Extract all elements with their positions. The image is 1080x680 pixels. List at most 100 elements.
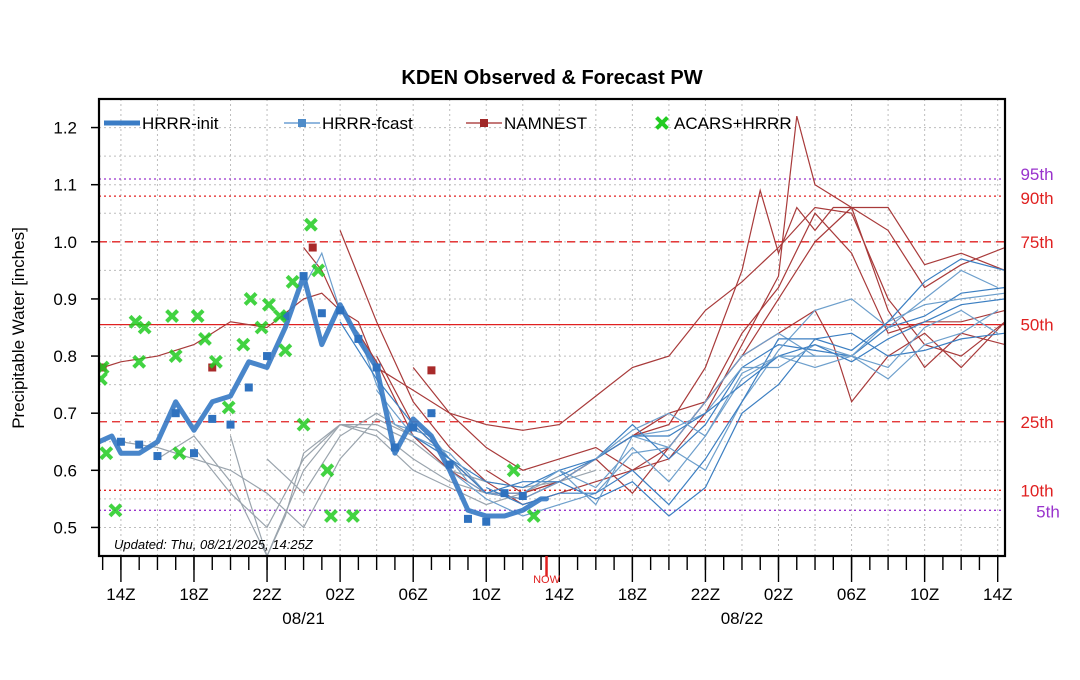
grid-lines bbox=[99, 99, 1005, 556]
hrrr-fcast-line bbox=[559, 298, 1005, 477]
acars-point bbox=[254, 320, 269, 335]
hrrr-fcast-point bbox=[427, 409, 436, 418]
acars-stroke bbox=[311, 263, 326, 278]
acars-stroke bbox=[99, 360, 110, 374]
acars-point bbox=[172, 446, 187, 461]
hrrr-fcast-point bbox=[445, 460, 454, 469]
x-tick-label: 14Z bbox=[106, 585, 135, 604]
acars-point bbox=[168, 349, 183, 363]
acars-stroke bbox=[168, 349, 183, 363]
x-tick-label: 06Z bbox=[837, 585, 866, 604]
y-tick-label: 0.9 bbox=[53, 290, 77, 309]
hrrr-fcast-point bbox=[500, 489, 509, 498]
acars-stroke bbox=[172, 446, 187, 461]
acars-stroke bbox=[132, 354, 147, 369]
legend: HRRR-init HRRR-fcast NAMNEST ACARS+HRRR bbox=[104, 114, 792, 133]
acars-stroke bbox=[99, 446, 114, 461]
hrrr-fcast-point bbox=[263, 352, 272, 361]
older-run-lines bbox=[120, 412, 596, 556]
hrrr-fcast-line bbox=[485, 258, 1005, 506]
percentile-label-50th: 50th bbox=[1020, 316, 1053, 335]
hrrr-init-line bbox=[99, 273, 549, 519]
acars-stroke bbox=[165, 309, 179, 323]
acars-point bbox=[272, 309, 287, 323]
hrrr-fcast-point bbox=[372, 363, 381, 372]
acars-point bbox=[324, 509, 338, 523]
markers bbox=[99, 217, 541, 526]
x-tick-label: 10Z bbox=[910, 585, 939, 604]
hrrr-fcast-point bbox=[189, 449, 198, 458]
hrrr-fcast-point bbox=[317, 309, 326, 318]
acars-stroke bbox=[320, 463, 335, 478]
acars-point bbox=[108, 503, 123, 518]
acars-point bbox=[311, 263, 326, 278]
hrrr-init-path bbox=[99, 273, 549, 519]
legend-swatch-square bbox=[480, 119, 488, 127]
acars-stroke bbox=[128, 314, 143, 329]
hrrr-fcast-point bbox=[354, 334, 363, 343]
acars-point bbox=[278, 343, 293, 358]
acars-stroke bbox=[272, 309, 287, 323]
acars-point bbox=[99, 446, 114, 461]
acars-point bbox=[526, 509, 541, 523]
hrrr-fcast-line bbox=[339, 286, 1005, 489]
date-label: 08/21 bbox=[282, 609, 325, 628]
acars-point bbox=[261, 297, 276, 312]
acars-point bbox=[165, 309, 179, 323]
legend-label: NAMNEST bbox=[504, 114, 587, 133]
legend-swatch-square bbox=[298, 119, 306, 127]
acars-stroke bbox=[303, 217, 318, 232]
older-run-line bbox=[229, 423, 560, 556]
acars-point bbox=[198, 332, 212, 346]
percentile-label-25th: 25th bbox=[1020, 413, 1053, 432]
x-tick-label: 14Z bbox=[983, 585, 1012, 604]
x-tick-label: 02Z bbox=[764, 585, 793, 604]
acars-point bbox=[132, 354, 147, 369]
legend-label: HRRR-fcast bbox=[322, 114, 413, 133]
acars-point bbox=[303, 217, 318, 232]
acars-stroke bbox=[254, 320, 269, 335]
acars-stroke bbox=[243, 292, 258, 306]
namnest-point bbox=[308, 243, 317, 252]
acars-point bbox=[506, 463, 521, 478]
hrrr-fcast-point bbox=[281, 312, 290, 321]
chart-title: KDEN Observed & Forecast PW bbox=[401, 67, 702, 89]
acars-point bbox=[296, 417, 311, 432]
now-label: NOW bbox=[533, 574, 561, 586]
acars-stroke bbox=[198, 332, 212, 346]
x-tick-label: 14Z bbox=[545, 585, 574, 604]
y-tick-label: 1.1 bbox=[53, 176, 77, 195]
y-tick-label: 0.7 bbox=[53, 404, 77, 423]
plot-frame bbox=[97, 97, 1007, 558]
axes: 0.5 0.6 0.7 0.8 0.9 1.0 1.1 1.2 14Z 18Z 22Z 02Z 06Z 1… bbox=[53, 119, 1012, 628]
hrrr-fcast-point bbox=[135, 440, 144, 449]
acars-stroke bbox=[278, 343, 293, 358]
hrrr-fcast-point bbox=[226, 420, 235, 429]
hrrr-fcast-point bbox=[244, 383, 253, 392]
x-tick-label: 18Z bbox=[618, 585, 647, 604]
older-run-line bbox=[157, 424, 487, 556]
x-tick-label: 22Z bbox=[252, 585, 281, 604]
hrrr-fcast-point bbox=[153, 452, 162, 461]
acars-stroke bbox=[236, 337, 251, 352]
acars-point bbox=[99, 371, 108, 386]
hrrr-fcast-point bbox=[336, 306, 345, 315]
x-tick-label: 06Z bbox=[399, 585, 428, 604]
acars-stroke bbox=[190, 309, 205, 323]
percentile-labels: 95th 90th 75th 50th 25th 10th 5th bbox=[1020, 165, 1059, 521]
namnest-line bbox=[339, 115, 1005, 506]
acars-stroke bbox=[261, 297, 276, 312]
percentile-label-95th: 95th bbox=[1020, 165, 1053, 184]
acars-stroke bbox=[99, 371, 108, 384]
hrrr-fcast-point bbox=[116, 437, 125, 446]
acars-point bbox=[345, 509, 360, 523]
x-tick-label: 22Z bbox=[691, 585, 720, 604]
acars-stroke bbox=[296, 417, 311, 432]
percentile-label-90th: 90th bbox=[1020, 189, 1053, 208]
y-tick-label: 1.2 bbox=[53, 119, 77, 138]
acars-stroke bbox=[285, 274, 300, 289]
hrrr-fcast-line bbox=[595, 309, 999, 460]
acars-point bbox=[320, 463, 335, 478]
acars-point bbox=[128, 314, 143, 329]
